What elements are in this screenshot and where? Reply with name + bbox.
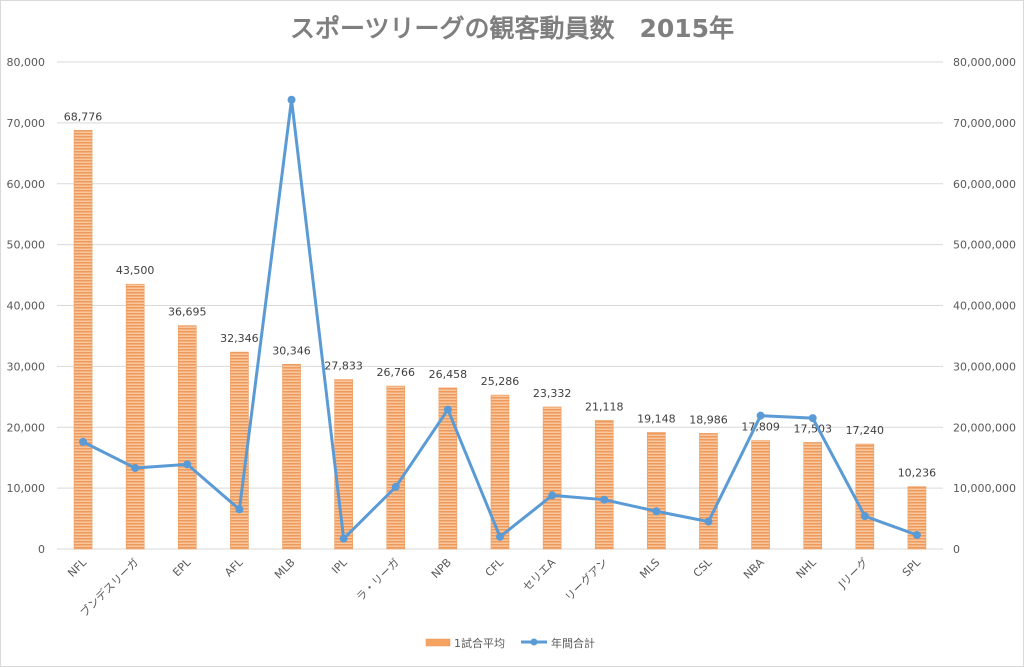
left-tick-label: 40,000: [7, 300, 46, 313]
bar-data-labels: 68,776 43,500 36,695 32,346 30,346 27,833 26,7…: [64, 110, 936, 479]
right-tick-label: 70,000,000: [953, 117, 1016, 130]
line-point: [79, 437, 88, 446]
left-tick-label: 20,000: [7, 421, 46, 434]
bar: [334, 379, 353, 550]
bar-data-label: 43,500: [116, 264, 155, 277]
right-tick-label: 40,000,000: [953, 300, 1016, 313]
line-point: [808, 414, 817, 423]
category-label: NHL: [794, 555, 820, 581]
bar-data-label: 17,503: [793, 422, 832, 435]
bar-data-label: 27,833: [324, 360, 363, 373]
left-tick-label: 50,000: [7, 239, 46, 252]
line-series: [79, 95, 921, 543]
line-point: [131, 464, 140, 473]
bar: [73, 130, 93, 550]
chart-title: スポーツリーグの観客動員数 2015年: [290, 14, 734, 43]
bar: [282, 363, 301, 550]
legend-bar-swatch: [425, 638, 451, 647]
category-label: セリエA: [520, 556, 558, 594]
left-tick-label: 70,000: [7, 117, 46, 130]
bar: [751, 440, 770, 550]
line-point: [496, 532, 504, 541]
bar: [647, 432, 666, 550]
legend-line-marker: [530, 638, 538, 646]
category-label: NPB: [429, 556, 454, 581]
category-label: Jリーグ: [835, 555, 871, 591]
category-label: MLS: [637, 556, 662, 581]
category-label: SPL: [900, 555, 924, 579]
bar-data-label: 10,236: [898, 467, 937, 480]
bar: [490, 394, 510, 550]
bar-data-label: 17,240: [846, 424, 885, 437]
bar-data-label: 19,148: [637, 412, 676, 425]
category-label: NBA: [741, 556, 767, 582]
bar: [125, 283, 145, 550]
category-label: NFL: [65, 555, 89, 579]
line-point: [339, 534, 348, 543]
left-tick-label: 30,000: [7, 360, 46, 373]
left-tick-label: 10,000: [7, 482, 46, 495]
line-point: [391, 482, 400, 491]
bar: [386, 385, 406, 550]
legend-bar-label: 1試合平均: [454, 636, 505, 650]
line-point: [548, 491, 557, 500]
line-point: [183, 460, 192, 469]
line-point: [235, 505, 244, 514]
category-label: CFL: [483, 555, 507, 579]
bar-data-label: 36,695: [168, 306, 207, 319]
bar: [699, 433, 718, 550]
bar-data-label: 17,809: [741, 421, 780, 434]
right-tick-label: 60,000,000: [953, 178, 1016, 191]
bar-data-label: 30,346: [272, 344, 311, 357]
bar-data-label: 32,346: [220, 332, 259, 345]
left-tick-label: 80,000: [7, 56, 46, 69]
line-point: [704, 517, 713, 526]
bar-series: [73, 130, 927, 550]
right-tick-label: 30,000,000: [953, 360, 1016, 373]
left-tick-label: 0: [38, 543, 45, 556]
bar: [803, 442, 823, 550]
bar-data-label: 23,332: [533, 387, 572, 400]
category-label: IPL: [329, 555, 350, 576]
line-point: [756, 411, 765, 420]
category-label: リーグアン: [562, 555, 610, 603]
line-point: [860, 512, 869, 521]
bar: [542, 406, 562, 550]
bar-data-label: 25,286: [481, 375, 520, 388]
line-point: [652, 507, 661, 516]
legend-line-label: 年間合計: [551, 636, 595, 650]
bar-data-label: 18,986: [689, 413, 728, 426]
category-label: CSL: [691, 555, 716, 580]
bar: [855, 443, 875, 550]
bar-data-label: 26,458: [429, 368, 468, 381]
left-axis-ticks: 0 10,000 20,000 30,000 40,000 50,000 60,000 70,…: [7, 56, 46, 556]
bar-data-label: 68,776: [64, 110, 103, 123]
line-point: [287, 95, 296, 104]
bar: [438, 387, 458, 550]
bar: [177, 325, 197, 550]
right-tick-label: 10,000,000: [953, 482, 1016, 495]
bar: [907, 486, 927, 550]
category-label: AFL: [222, 555, 246, 579]
right-tick-label: 20,000,000: [953, 421, 1016, 434]
right-tick-label: 0: [953, 543, 960, 556]
gridlines: [57, 61, 943, 550]
category-label: EPL: [170, 555, 194, 579]
line-point: [600, 495, 609, 504]
bar: [594, 420, 614, 550]
category-label: MLB: [272, 556, 298, 582]
bar-data-label: 26,766: [377, 366, 416, 379]
line-point: [912, 530, 921, 539]
left-tick-label: 60,000: [7, 178, 46, 191]
category-label: ラ・リーガ: [354, 556, 402, 604]
bar-data-label: 21,118: [585, 400, 624, 413]
legend: 1試合平均 年間合計: [425, 636, 595, 650]
right-axis-ticks: 0 10,000,000 20,000,000 30,000,000 40,000,00…: [953, 56, 1016, 556]
right-tick-label: 50,000,000: [953, 239, 1016, 252]
right-tick-label: 80,000,000: [953, 56, 1016, 69]
line-point: [443, 405, 452, 414]
